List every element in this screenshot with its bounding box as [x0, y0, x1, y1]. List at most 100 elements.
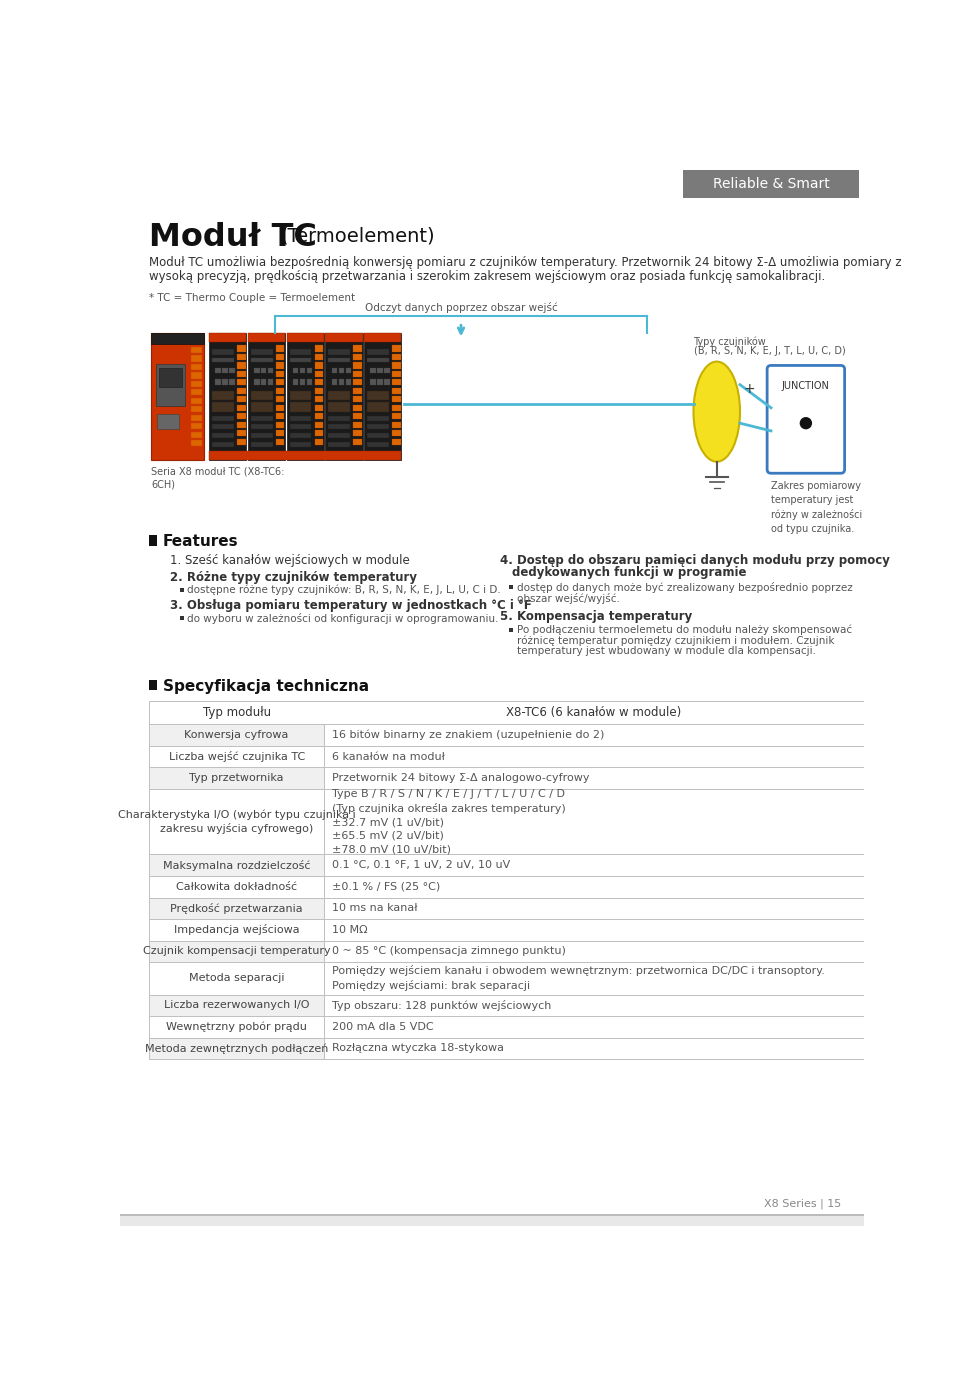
Bar [339, 368, 344, 373]
Text: do wyboru w zależności od konfiguracji w oprogramowaniu.: do wyboru w zależności od konfiguracji w… [187, 613, 499, 624]
Text: Wewnętrzny pobór prądu: Wewnętrzny pobór prądu [166, 1022, 307, 1033]
Bar [120, 1216, 864, 1226]
Bar [237, 388, 246, 394]
Bar [223, 368, 228, 373]
Text: 0.1 °C, 0.1 °F, 1 uV, 2 uV, 10 uV: 0.1 °C, 0.1 °F, 1 uV, 2 uV, 10 uV [331, 861, 510, 870]
Bar [251, 424, 273, 428]
Bar [212, 424, 234, 428]
Text: dedykowanych funkcji w programie: dedykowanych funkcji w programie [512, 566, 747, 580]
Bar [315, 388, 324, 394]
Bar [328, 434, 350, 438]
Text: Metoda zewnętrznych podłączeń: Metoda zewnętrznych podłączeń [145, 1044, 328, 1053]
Bar [223, 379, 228, 384]
Bar [371, 368, 375, 373]
Bar [353, 354, 362, 359]
Bar [353, 405, 362, 410]
Bar [212, 402, 234, 412]
Bar [392, 430, 400, 437]
Bar [384, 368, 390, 373]
Bar [353, 362, 362, 369]
Bar [328, 416, 350, 421]
Bar [324, 918, 864, 940]
Bar [315, 354, 324, 359]
Text: X8-TC6 (6 kanałów w module): X8-TC6 (6 kanałów w module) [506, 706, 682, 719]
Bar [290, 442, 311, 448]
Bar [212, 416, 234, 421]
Bar [315, 397, 324, 402]
Text: 5. Kompensacja temperatury: 5. Kompensacja temperatury [500, 610, 692, 622]
Bar [315, 421, 324, 428]
Bar [307, 379, 312, 384]
Text: Seria X8 moduł TC (X8-TC6:
6CH): Seria X8 moduł TC (X8-TC6: 6CH) [151, 467, 284, 489]
Text: dostępne różne typy czujników: B, R, S, N, K, E, J, L, U, C i D.: dostępne różne typy czujników: B, R, S, … [187, 585, 501, 595]
Bar [150, 746, 324, 767]
Text: Reliable & Smart: Reliable & Smart [712, 176, 829, 191]
Bar [353, 430, 362, 437]
Bar [191, 347, 203, 353]
Bar [324, 940, 864, 963]
Bar [325, 333, 363, 460]
Bar [150, 680, 157, 690]
Bar [392, 362, 400, 369]
Text: 10 MΩ: 10 MΩ [331, 925, 368, 935]
Bar [251, 434, 273, 438]
Bar [293, 368, 299, 373]
Bar [215, 379, 221, 384]
Text: Czujnik kompensacji temperatury: Czujnik kompensacji temperatury [143, 946, 330, 957]
Bar [328, 442, 350, 448]
Text: obszar wejść/wyjść.: obszar wejść/wyjść. [516, 592, 619, 603]
Bar [315, 430, 324, 437]
Bar [287, 333, 324, 343]
Text: Prędkość przetwarzania: Prędkość przetwarzania [170, 903, 303, 914]
Bar [353, 370, 362, 377]
Bar [392, 379, 400, 386]
Text: Typ przetwornika: Typ przetwornika [189, 772, 284, 784]
Bar [315, 362, 324, 369]
Bar [191, 406, 203, 412]
Text: Liczba rezerwowanych I/O: Liczba rezerwowanych I/O [164, 1000, 309, 1011]
Bar [251, 416, 273, 421]
Bar [150, 767, 324, 789]
Bar [191, 372, 203, 379]
Bar [212, 442, 234, 448]
Bar [364, 333, 401, 343]
Bar [324, 724, 864, 746]
Bar [254, 368, 259, 373]
Text: Przetwornik 24 bitowy Σ-Δ analogowo-cyfrowy: Przetwornik 24 bitowy Σ-Δ analogowo-cyfr… [331, 772, 589, 784]
Bar [346, 379, 351, 384]
Bar [237, 430, 246, 437]
Bar [290, 424, 311, 428]
Bar [261, 368, 267, 373]
Bar [324, 898, 864, 918]
Text: +: + [744, 381, 756, 395]
Bar [353, 379, 362, 386]
Bar [156, 364, 185, 406]
Text: temperatury jest wbudowany w module dla kompensacji.: temperatury jest wbudowany w module dla … [516, 646, 816, 657]
Text: Type B / R / S / N / K / E / J / T / L / U / C / D
(Typ czujnika określa zakres : Type B / R / S / N / K / E / J / T / L /… [331, 789, 565, 855]
Bar [191, 441, 203, 446]
Bar [237, 397, 246, 402]
Text: Odczyt danych poprzez obszar wejść: Odczyt danych poprzez obszar wejść [365, 302, 558, 313]
Bar [324, 1016, 864, 1038]
Bar [191, 364, 203, 370]
Text: 4. Dostęp do obszaru pamięci danych modułu przy pomocy: 4. Dostęp do obszaru pamięci danych modu… [500, 554, 890, 567]
Bar [191, 414, 203, 421]
Bar [237, 379, 246, 386]
Bar [377, 368, 383, 373]
Bar [158, 368, 182, 387]
Bar [276, 430, 284, 437]
Bar [324, 701, 864, 724]
Bar [150, 789, 324, 854]
Bar [683, 169, 859, 197]
Bar [324, 963, 864, 994]
Bar [209, 333, 247, 460]
Bar [261, 379, 267, 384]
Bar [324, 767, 864, 789]
Bar [150, 1016, 324, 1038]
Bar [191, 423, 203, 430]
Text: Rozłączna wtyczka 18-stykowa: Rozłączna wtyczka 18-stykowa [331, 1044, 504, 1053]
Bar [364, 333, 401, 460]
Bar [237, 362, 246, 369]
Bar [328, 358, 350, 362]
Bar [212, 358, 234, 362]
